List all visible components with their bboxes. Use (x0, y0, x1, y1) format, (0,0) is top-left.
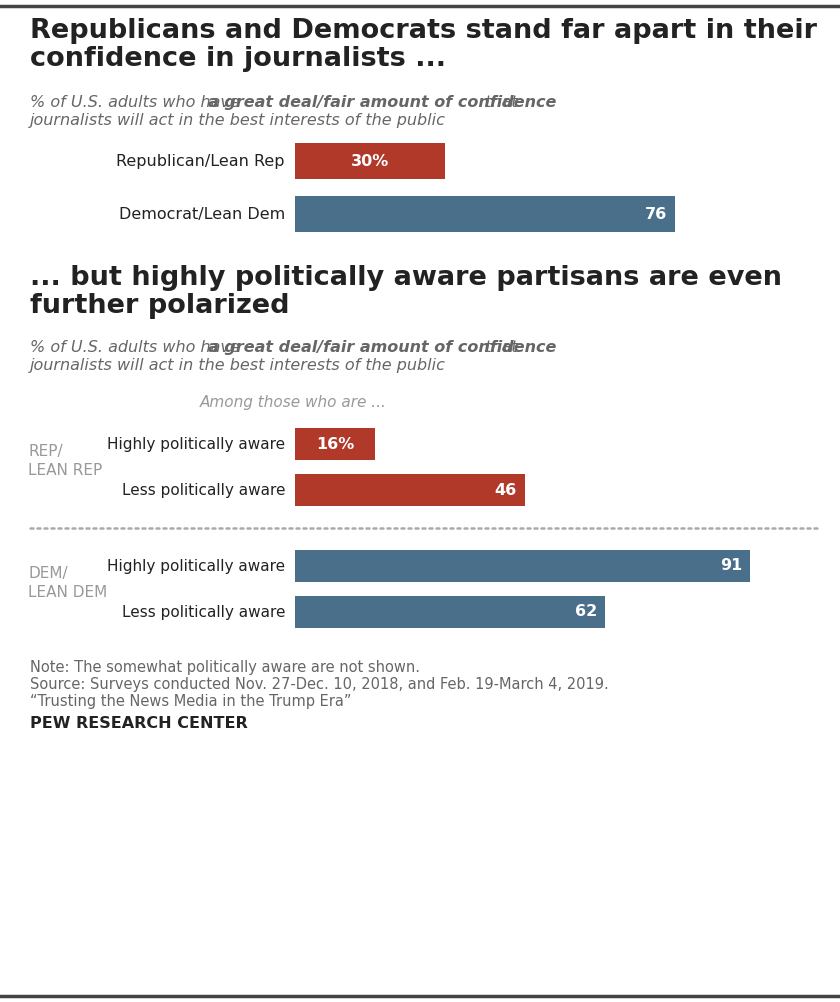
Text: that: that (480, 95, 517, 110)
Text: % of U.S. adults who have: % of U.S. adults who have (30, 340, 245, 355)
Text: Less politically aware: Less politically aware (122, 483, 285, 498)
Text: 76: 76 (645, 206, 667, 221)
Text: Republicans and Democrats stand far apart in their: Republicans and Democrats stand far apar… (30, 18, 817, 44)
Text: confidence in journalists ...: confidence in journalists ... (30, 46, 446, 72)
Text: Among those who are ...: Among those who are ... (200, 395, 387, 410)
Bar (295, 143, 445, 179)
Text: ... but highly politically aware partisans are even: ... but highly politically aware partisa… (30, 265, 782, 291)
Bar (295, 428, 375, 460)
Bar (295, 196, 675, 232)
Text: 91: 91 (720, 558, 742, 573)
Text: “Trusting the News Media in the Trump Era”: “Trusting the News Media in the Trump Er… (30, 694, 351, 709)
Text: PEW RESEARCH CENTER: PEW RESEARCH CENTER (30, 716, 248, 731)
Text: Less politically aware: Less politically aware (122, 604, 285, 619)
Text: further polarized: further polarized (30, 293, 290, 319)
Bar (295, 596, 605, 628)
Text: REP/
LEAN REP: REP/ LEAN REP (28, 444, 102, 478)
Text: 16%: 16% (316, 437, 354, 452)
Text: 46: 46 (495, 483, 517, 498)
Text: Highly politically aware: Highly politically aware (107, 437, 285, 452)
Bar (295, 550, 750, 582)
Text: journalists will act in the best interests of the public: journalists will act in the best interes… (30, 358, 446, 373)
Text: DEM/
LEAN DEM: DEM/ LEAN DEM (28, 566, 108, 599)
Text: Democrat/Lean Dem: Democrat/Lean Dem (118, 206, 285, 221)
Text: a great deal/fair amount of confidence: a great deal/fair amount of confidence (208, 340, 556, 355)
Text: Highly politically aware: Highly politically aware (107, 558, 285, 573)
Text: Republican/Lean Rep: Republican/Lean Rep (117, 153, 285, 168)
Text: Note: The somewhat politically aware are not shown.: Note: The somewhat politically aware are… (30, 660, 420, 675)
Text: that: that (480, 340, 517, 355)
Bar (295, 474, 525, 506)
Text: 62: 62 (575, 604, 597, 619)
Text: 30%: 30% (351, 153, 389, 168)
Text: % of U.S. adults who have: % of U.S. adults who have (30, 95, 245, 110)
Text: a great deal/fair amount of confidence: a great deal/fair amount of confidence (208, 95, 556, 110)
Text: Source: Surveys conducted Nov. 27-Dec. 10, 2018, and Feb. 19-March 4, 2019.: Source: Surveys conducted Nov. 27-Dec. 1… (30, 677, 609, 692)
Text: journalists will act in the best interests of the public: journalists will act in the best interes… (30, 113, 446, 128)
